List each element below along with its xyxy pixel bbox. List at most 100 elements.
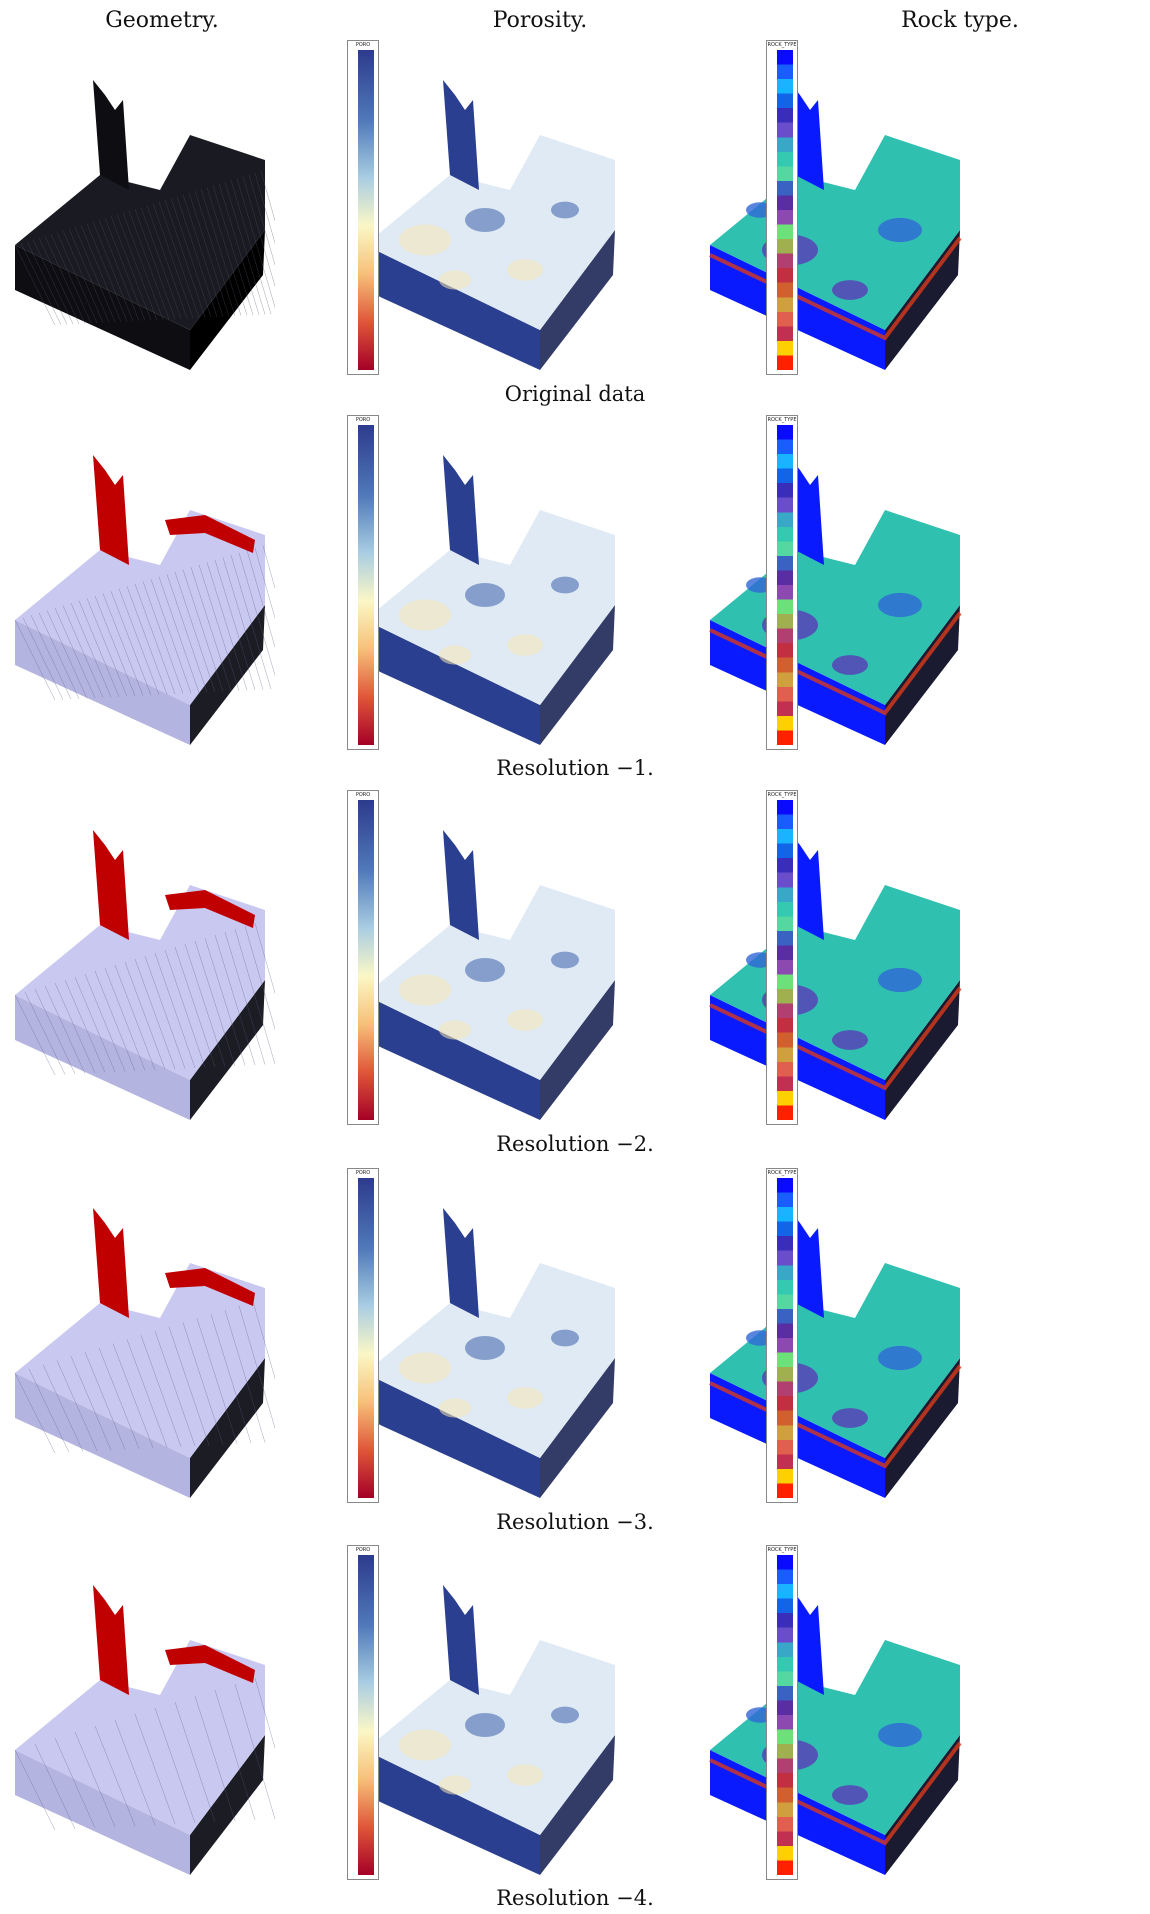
mesh-line (70, 1356, 112, 1451)
fault-wall (93, 455, 129, 565)
side-face (190, 605, 265, 745)
side-face (540, 980, 615, 1120)
porosity-patch (551, 1329, 579, 1347)
rock-block (709, 1208, 962, 1498)
rock-type-panel (709, 830, 962, 1120)
mesh-line (38, 237, 80, 324)
mesh-line (44, 235, 86, 324)
mesh-line (190, 567, 232, 692)
fault-wall (93, 1208, 129, 1318)
side-face (190, 980, 265, 1120)
mesh-line (110, 216, 152, 321)
porosity-patch (465, 208, 505, 232)
mesh-line (14, 619, 56, 701)
colorbar-title: PORO (355, 1170, 371, 1176)
geometry-panel (14, 1208, 275, 1498)
colorbar-title: PORO (355, 417, 371, 423)
rock-type-colorbar: ROCK_TYPE (766, 790, 798, 1125)
top-surface (710, 1640, 960, 1835)
rock-type-colorbar: ROCK_TYPE (766, 1168, 798, 1503)
porosity-patch (439, 1398, 471, 1418)
colorbar-title: PORO (355, 1547, 371, 1553)
mesh-line (168, 1326, 210, 1446)
colorbar-fill (358, 800, 374, 1120)
mesh-line (42, 1364, 84, 1452)
mesh-line (34, 988, 76, 1075)
front-face (15, 620, 190, 745)
colorbar-title: ROCK_TYPE (767, 792, 797, 798)
mesh-line (154, 1707, 196, 1824)
mesh-line (158, 576, 200, 693)
top-surface (365, 885, 615, 1080)
rock-type-panel (709, 1208, 962, 1498)
front-face (365, 995, 540, 1120)
geo-block (14, 80, 275, 370)
poro-block (365, 1208, 615, 1498)
mesh-line (146, 205, 188, 319)
mesh-line (154, 952, 196, 1069)
mesh-line (62, 605, 104, 698)
poro-block (365, 455, 615, 745)
mesh-line (184, 943, 226, 1067)
colorbar-fill (777, 800, 793, 1120)
rock-patch (832, 1785, 868, 1805)
colorbar-fill (358, 1555, 374, 1875)
mesh-line (154, 1330, 196, 1447)
mesh-line (86, 223, 128, 322)
poro-block (365, 1585, 615, 1875)
mesh-line (112, 1343, 154, 1449)
mesh-line (114, 964, 156, 1071)
geometry-panel (14, 455, 275, 745)
front-face (365, 245, 540, 370)
fault-wall (93, 1585, 129, 1695)
geometry-panel (14, 1585, 275, 1875)
mesh-line (122, 212, 164, 320)
fault-wall-right (165, 515, 255, 553)
mesh-line (262, 545, 275, 589)
mesh-line (54, 1737, 96, 1829)
porosity-panel (365, 455, 615, 745)
mesh-line (50, 234, 92, 324)
front-face (15, 995, 190, 1120)
poro-block (365, 80, 615, 370)
side-face (540, 230, 615, 370)
mesh-line (198, 564, 240, 691)
mesh-line (62, 230, 104, 323)
rock-type-panel (709, 80, 962, 370)
rock-block (709, 830, 962, 1120)
mesh-line (38, 612, 80, 699)
top-surface (365, 135, 615, 330)
top-surface (710, 135, 960, 330)
porosity-panel (365, 80, 615, 370)
side-face (190, 230, 265, 370)
top-surface (15, 1263, 265, 1458)
porosity-panel (365, 1585, 615, 1875)
mesh-line (234, 928, 275, 1065)
row-caption-resolution-2: Resolution −2. (496, 1132, 654, 1156)
mesh-line (214, 1689, 256, 1821)
mesh-line (34, 1743, 76, 1830)
porosity-patch (465, 1713, 505, 1737)
porosity-patch (507, 1387, 543, 1409)
geometry-panel (14, 80, 275, 370)
mesh-line (44, 985, 86, 1074)
mesh-line (234, 1683, 275, 1820)
porosity-patch (465, 958, 505, 982)
mesh-line (152, 203, 194, 319)
column-header-porosity: Porosity. (492, 8, 588, 33)
front-face (365, 620, 540, 745)
porosity-patch (551, 576, 579, 594)
mesh-line (56, 232, 98, 323)
geo-block (14, 830, 275, 1120)
mesh-line (244, 925, 275, 1030)
mesh-line (182, 569, 224, 692)
top-surface (15, 135, 265, 330)
mesh-line (116, 214, 158, 320)
rock-patch (832, 655, 868, 675)
mesh-line (166, 574, 208, 693)
porosity-patch (439, 1020, 471, 1040)
porosity-panel (365, 830, 615, 1120)
porosity-patch (465, 583, 505, 607)
mesh-line (14, 1749, 56, 1831)
mesh-line (200, 189, 242, 316)
